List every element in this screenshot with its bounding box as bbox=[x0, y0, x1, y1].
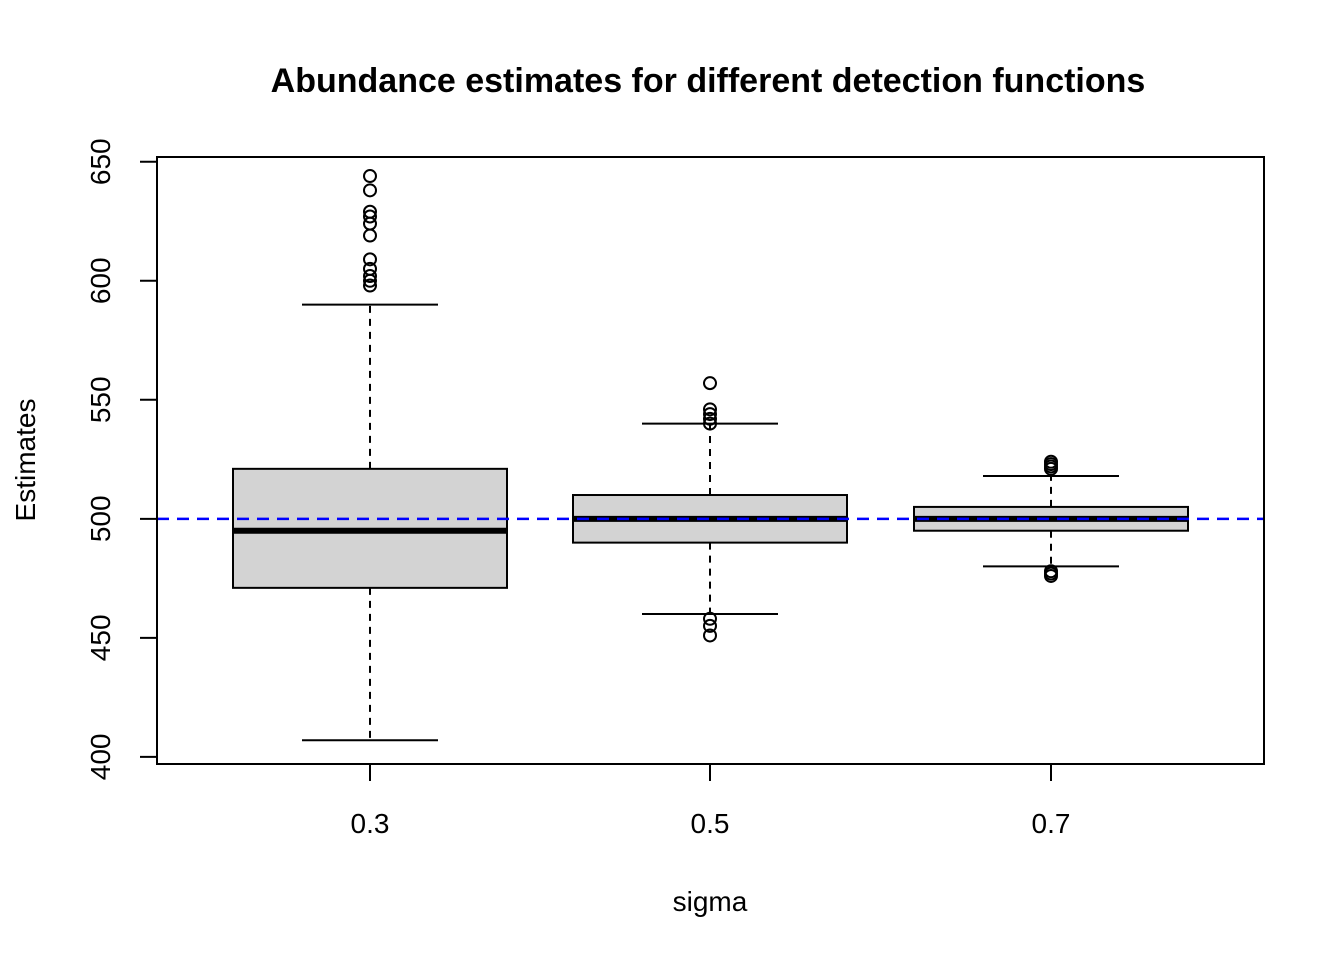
box-group-0.3 bbox=[232, 169, 508, 742]
outlier-point bbox=[703, 411, 717, 426]
outlier-point bbox=[1044, 564, 1058, 579]
y-tick-label: 550 bbox=[85, 376, 116, 423]
outlier-point bbox=[703, 407, 717, 422]
x-axis: 0.3 0.5 0.7 bbox=[351, 763, 1071, 839]
x-tick-label: 0.5 bbox=[691, 808, 730, 839]
outlier-point bbox=[363, 204, 377, 219]
y-tick-label: 450 bbox=[85, 614, 116, 661]
plot-frame bbox=[156, 156, 1265, 765]
x-axis-label: sigma bbox=[673, 886, 748, 917]
outlier-point bbox=[703, 628, 717, 643]
outlier-point bbox=[363, 252, 377, 267]
y-axis: 400 450 500 550 600 650 bbox=[85, 138, 158, 780]
outlier-point bbox=[363, 209, 377, 224]
outlier-point bbox=[363, 183, 377, 198]
y-tick-label: 500 bbox=[85, 495, 116, 542]
outlier-point bbox=[1044, 454, 1058, 469]
plot-area bbox=[157, 169, 1264, 742]
outlier-point bbox=[703, 611, 717, 626]
outlier-point bbox=[703, 416, 717, 431]
outlier-point bbox=[363, 261, 377, 276]
outlier-point bbox=[363, 228, 377, 243]
y-axis-label: Estimates bbox=[10, 399, 41, 522]
y-tick-label: 650 bbox=[85, 138, 116, 185]
box-group-0.5 bbox=[572, 376, 848, 643]
outlier-point bbox=[703, 376, 717, 391]
outlier-point bbox=[363, 269, 377, 284]
y-tick-label: 600 bbox=[85, 257, 116, 304]
outlier-point bbox=[703, 618, 717, 633]
outlier-point bbox=[703, 402, 717, 417]
chart-title: Abundance estimates for different detect… bbox=[271, 62, 1146, 100]
x-tick-label: 0.3 bbox=[351, 808, 390, 839]
x-tick-label: 0.7 bbox=[1032, 808, 1071, 839]
outlier-point bbox=[363, 169, 377, 184]
outlier-point bbox=[363, 278, 377, 293]
y-tick-label: 400 bbox=[85, 733, 116, 780]
